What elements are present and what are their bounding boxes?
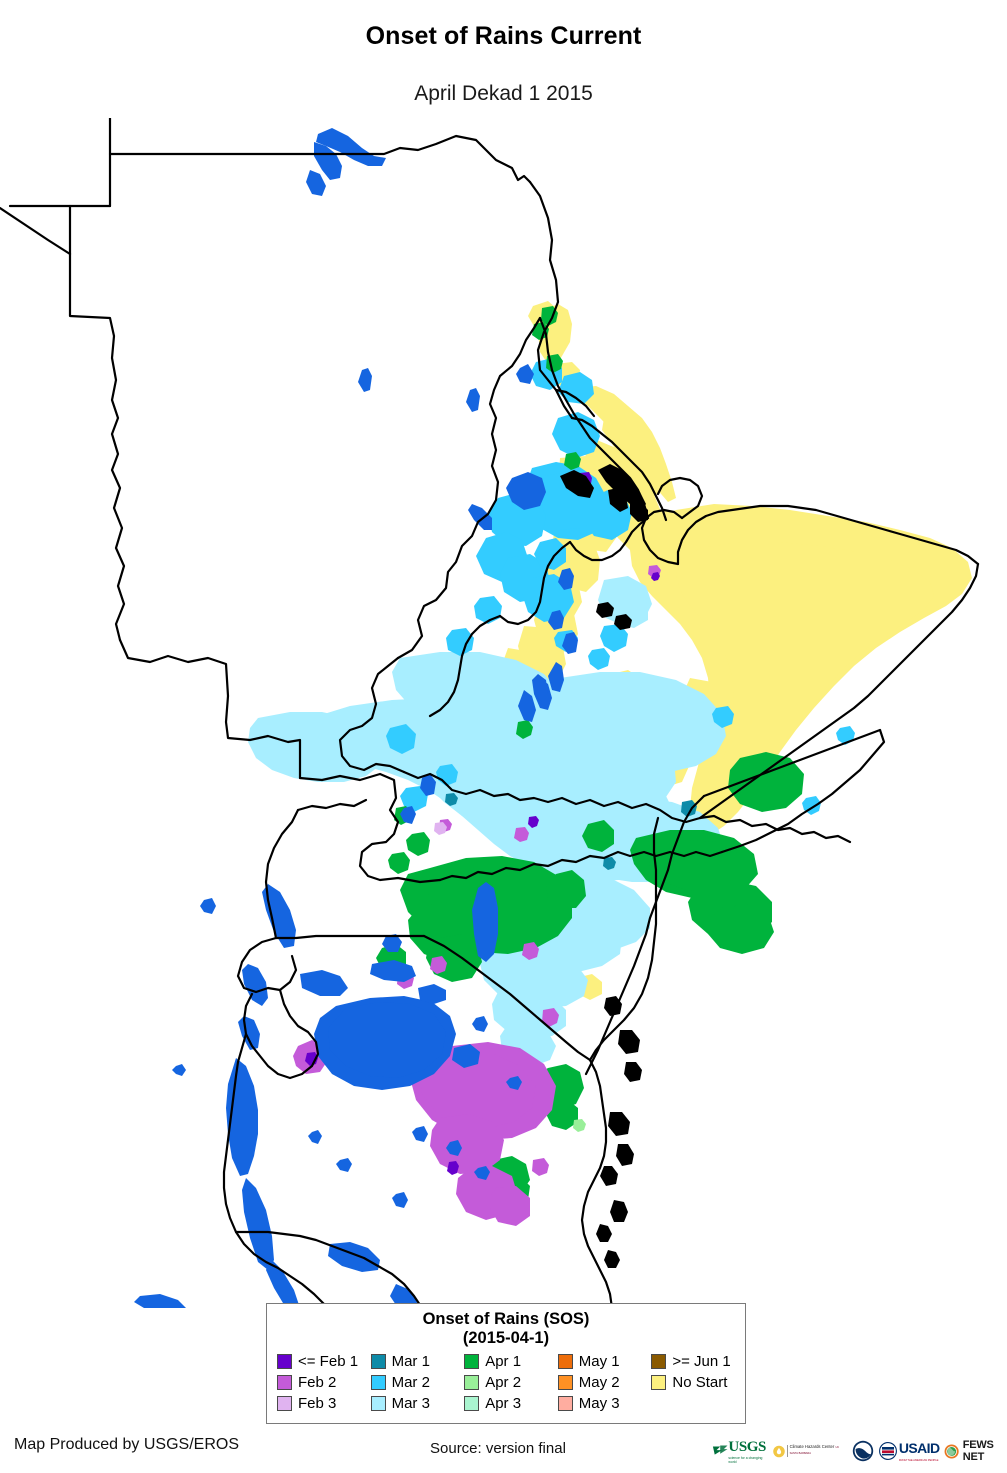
usgs-logo-tagline: science for a changing world (728, 1456, 763, 1464)
footer-source: Source: version final (430, 1440, 566, 1457)
legend-item-feb-3[interactable]: Feb 3 (277, 1394, 371, 1413)
legend-label-may-1: May 1 (578, 1353, 620, 1370)
chc-logo-text: Climate Hazards Center (789, 1444, 835, 1450)
swatch-le-feb-1 (277, 1354, 292, 1369)
page-title: Onset of Rains Current (365, 22, 642, 50)
legend-item-apr-1[interactable]: Apr 1 (464, 1352, 558, 1371)
swatch-feb-3 (277, 1396, 292, 1411)
usaid-logo: USAID FROM THE AMERICAN PEOPLE (878, 1438, 940, 1464)
swatch-apr-1 (464, 1354, 480, 1369)
fewsnet-globe-icon (945, 1443, 960, 1459)
legend-item-may-2[interactable]: May 2 (557, 1373, 652, 1392)
usaid-logo-tagline: FROM THE AMERICAN PEOPLE (898, 1458, 939, 1462)
coast-detail (560, 464, 648, 1268)
map-legend: Onset of Rains (SOS) (2015-04-1) <= Feb … (266, 1303, 746, 1424)
legend-title-line1: Onset of Rains (SOS) (422, 1310, 590, 1328)
legend-item-mar-3[interactable]: Mar 3 (370, 1394, 465, 1413)
sos-raster-layer (248, 301, 972, 1226)
legend-item-mar-1[interactable]: Mar 1 (370, 1352, 465, 1371)
legend-column-mar: Mar 1 Mar 2 Mar 3 (370, 1352, 465, 1413)
country-boundaries (0, 118, 980, 1308)
class-apr-2 (573, 1119, 586, 1132)
legend-label-apr-1: Apr 1 (485, 1353, 522, 1370)
legend-item-apr-2[interactable]: Apr 2 (464, 1373, 558, 1392)
legend-label-apr-3: Apr 3 (485, 1395, 522, 1412)
legend-item-ge-jun-1[interactable]: >= Jun 1 (651, 1352, 745, 1371)
legend-label-apr-2: Apr 2 (485, 1374, 522, 1391)
footer-produced-by: Map Produced by USGS/EROS (14, 1436, 239, 1453)
swatch-may-2 (557, 1375, 573, 1390)
legend-label-no-start: No Start (672, 1374, 728, 1391)
usgs-logo-text: USGS (728, 1439, 766, 1455)
swatch-mar-3 (370, 1396, 386, 1411)
swatch-may-1 (557, 1354, 573, 1369)
legend-item-apr-3[interactable]: Apr 3 (464, 1394, 558, 1413)
legend-label-le-feb-1: <= Feb 1 (298, 1353, 359, 1370)
legend-label-may-2: May 2 (578, 1374, 620, 1391)
class-feb-2 (293, 565, 661, 1226)
page-subtitle: April Dekad 1 2015 (414, 82, 593, 105)
legend-item-mar-2[interactable]: Mar 2 (370, 1373, 465, 1392)
legend-item-may-3[interactable]: May 3 (557, 1394, 652, 1413)
fewsnet-logo-text: FEWS NET (962, 1439, 994, 1463)
legend-label-mar-1: Mar 1 (391, 1353, 430, 1370)
noaa-seal-icon (852, 1440, 874, 1462)
legend-item-feb-2[interactable]: Feb 2 (277, 1373, 371, 1392)
noaa-logo (852, 1438, 874, 1464)
legend-column-jun: >= Jun 1 No Start (651, 1352, 745, 1413)
swatch-apr-2 (464, 1375, 480, 1390)
swatch-mar-2 (370, 1375, 386, 1390)
legend-label-mar-2: Mar 2 (391, 1374, 430, 1391)
legend-columns: <= Feb 1 Feb 2 Feb 3 Mar 1 Ma (267, 1348, 745, 1413)
legend-label-ge-jun-1: >= Jun 1 (672, 1353, 731, 1370)
legend-title: Onset of Rains (SOS) (2015-04-1) (267, 1310, 745, 1348)
legend-item-no-start[interactable]: No Start (651, 1373, 745, 1392)
swatch-feb-2 (277, 1375, 292, 1390)
chc-droplet-icon (772, 1445, 785, 1457)
class-feb-3 (434, 822, 447, 835)
legend-label-feb-3: Feb 3 (298, 1395, 337, 1412)
swatch-ge-jun-1 (651, 1354, 667, 1369)
legend-title-line2: (2015-04-1) (462, 1329, 550, 1347)
usgs-mark-icon (712, 1445, 728, 1455)
legend-item-may-1[interactable]: May 1 (557, 1352, 652, 1371)
swatch-may-3 (557, 1396, 573, 1411)
legend-column-may: May 1 May 2 May 3 (557, 1352, 652, 1413)
legend-label-may-3: May 3 (578, 1395, 620, 1412)
usaid-seal-icon (878, 1442, 897, 1460)
swatch-mar-1 (370, 1354, 386, 1369)
legend-column-apr: Apr 1 Apr 2 Apr 3 (464, 1352, 558, 1413)
legend-label-feb-2: Feb 2 (298, 1374, 337, 1391)
legend-column-feb: <= Feb 1 Feb 2 Feb 3 (277, 1352, 371, 1413)
chc-logo: Climate Hazards Center UC SANTA BARBARA (772, 1438, 847, 1464)
usaid-logo-text: USAID (898, 1440, 940, 1456)
swatch-no-start (651, 1375, 667, 1390)
swatch-apr-3 (464, 1396, 480, 1411)
legend-label-mar-3: Mar 3 (391, 1395, 430, 1412)
chc-logo-tagline: UC SANTA BARBARA (789, 1446, 840, 1455)
map-canvas[interactable] (0, 118, 1007, 1308)
class-mar-1 (445, 793, 697, 870)
legend-item-le-feb-1[interactable]: <= Feb 1 (277, 1352, 371, 1371)
footer-logos: USGS science for a changing world Climat… (712, 1436, 1007, 1466)
usgs-logo: USGS science for a changing world (712, 1438, 768, 1464)
fewsnet-logo: FEWS NET (944, 1438, 1007, 1464)
